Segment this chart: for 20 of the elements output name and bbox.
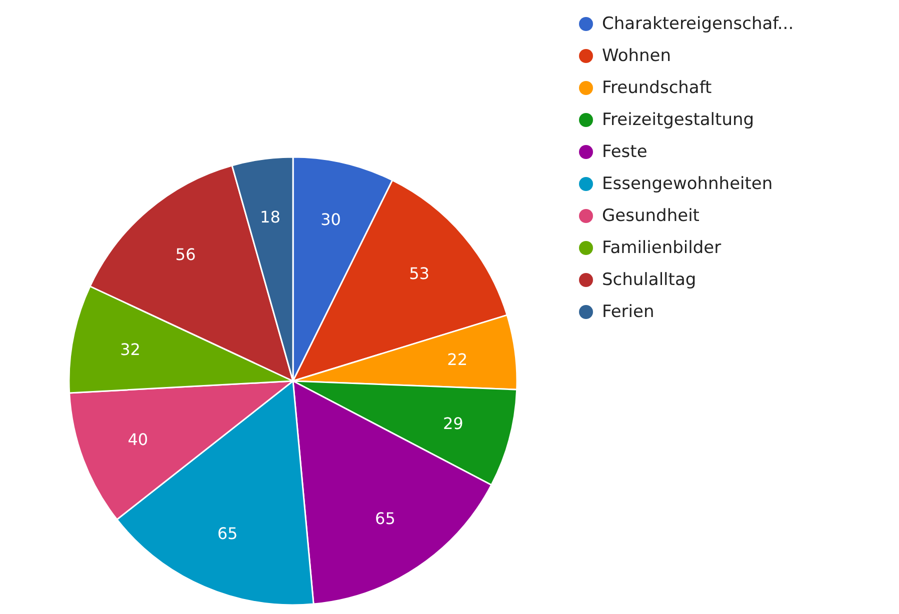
- data-label: 40: [128, 430, 148, 449]
- legend-label: Essengewohnheiten: [602, 173, 773, 195]
- data-label: 29: [442, 414, 464, 434]
- legend-label: Feste: [602, 141, 648, 163]
- legend-label: Charaktereigenschaf...: [602, 13, 794, 35]
- data-label: 32: [120, 340, 140, 359]
- legend-label: Ferien: [602, 301, 654, 323]
- legend-label: Schulalltag: [602, 269, 696, 291]
- legend-label: Freundschaft: [602, 77, 712, 99]
- data-label: 30: [320, 210, 341, 230]
- legend-label: Freizeitgestaltung: [602, 109, 754, 131]
- data-label: 65: [375, 509, 396, 528]
- data-label: 22: [447, 350, 468, 369]
- data-label: 53: [409, 264, 430, 284]
- data-label: 56: [175, 245, 196, 264]
- data-label: 65: [217, 524, 238, 543]
- data-label: 18: [260, 207, 280, 226]
- legend-label: Wohnen: [602, 45, 671, 67]
- legend-label: Gesundheit: [602, 205, 700, 227]
- legend-label: Familienbilder: [602, 237, 722, 259]
